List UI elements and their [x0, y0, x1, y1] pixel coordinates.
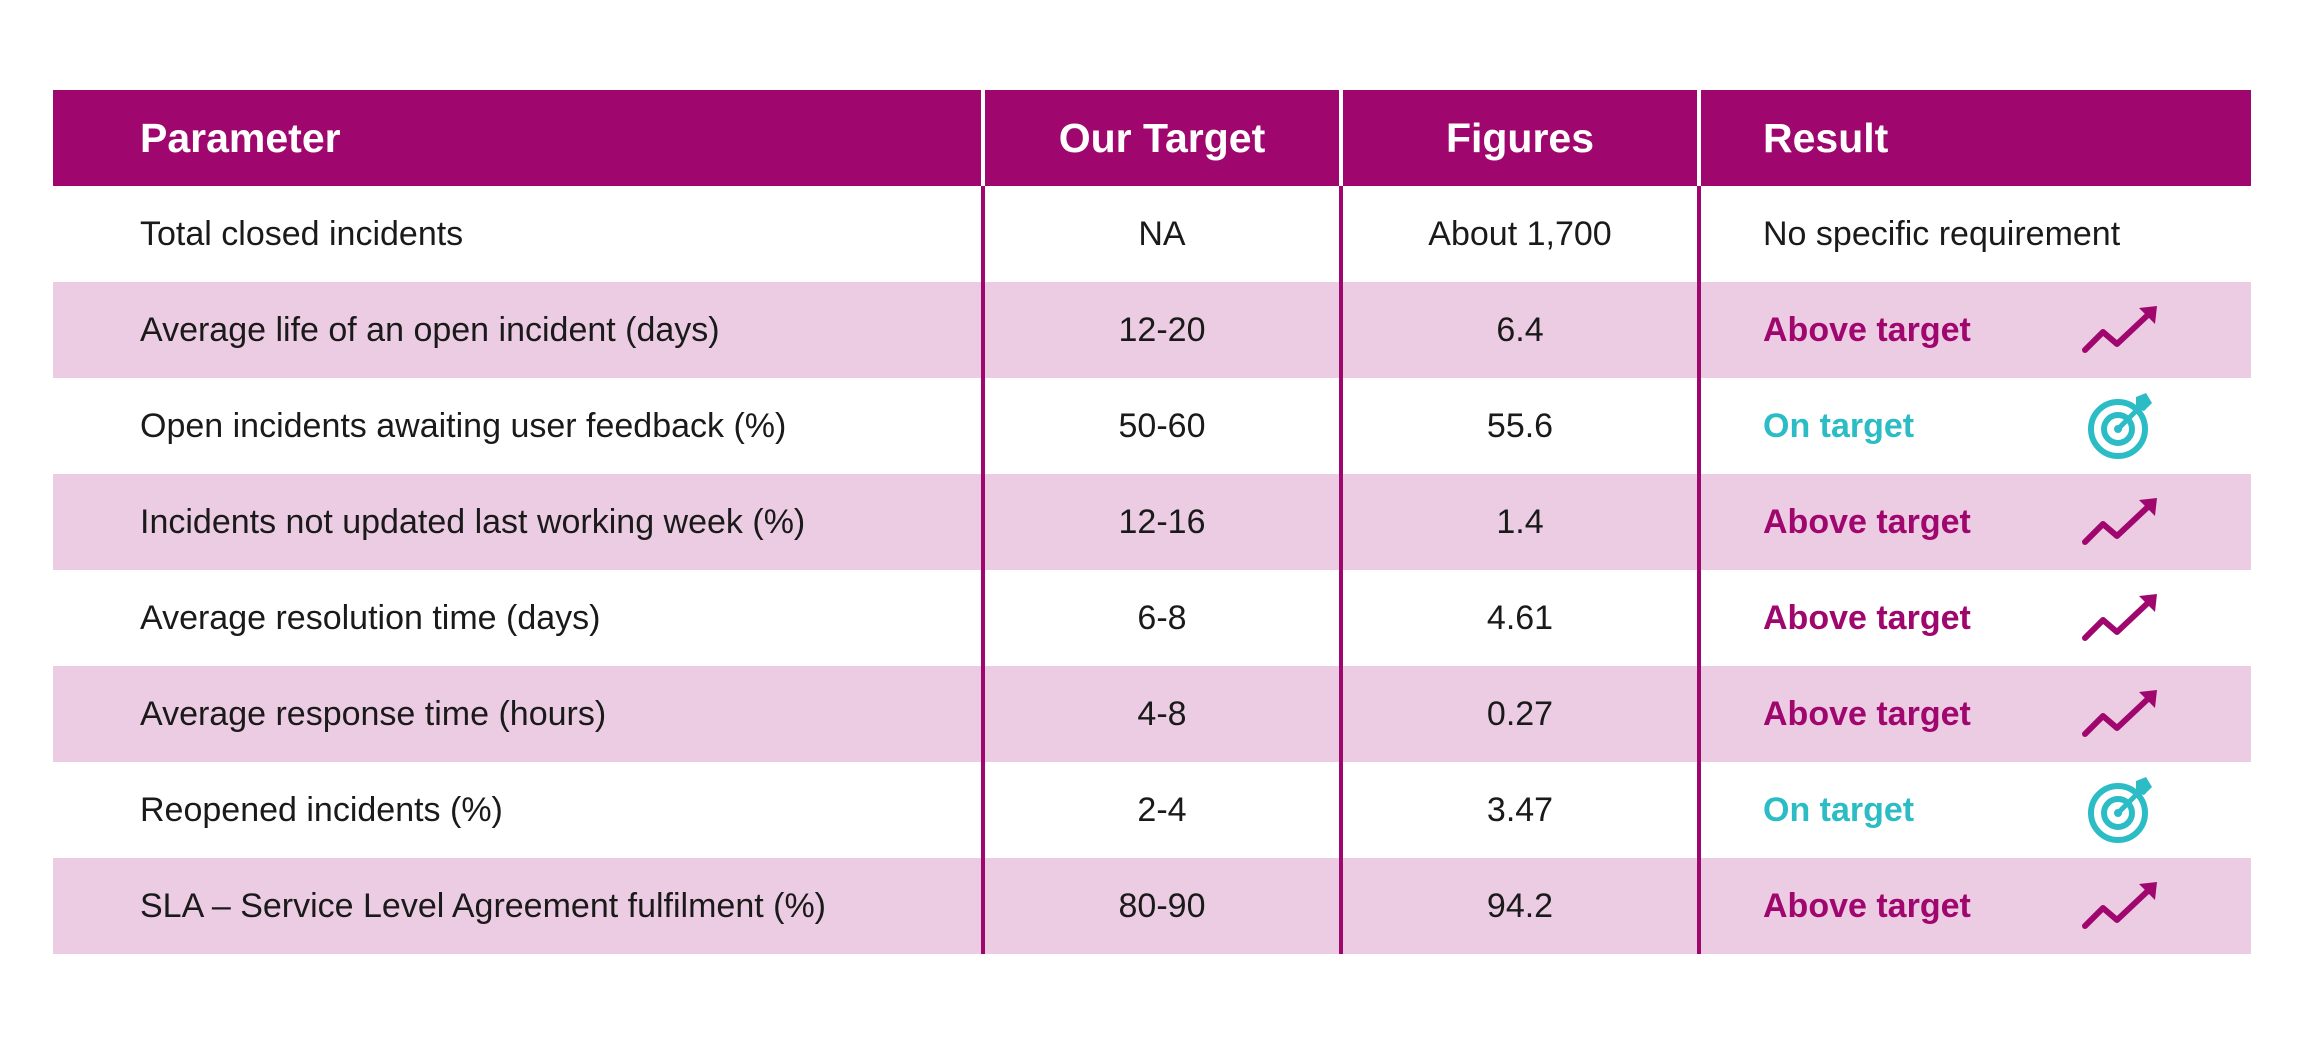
table-row: Average life of an open incident (days) …	[53, 282, 2251, 378]
column-divider	[981, 186, 985, 282]
column-divider	[1697, 858, 1701, 954]
table-row: Average resolution time (days) 6-8 4.61 …	[53, 570, 2251, 666]
result-text: On target	[1763, 790, 1915, 829]
parameter-cell: Reopened incidents (%)	[140, 790, 503, 829]
parameter-cell: Open incidents awaiting user feedback (%…	[140, 406, 787, 445]
target-cell: 12-16	[1118, 502, 1206, 541]
column-divider	[1697, 666, 1701, 762]
parameter-cell: Total closed incidents	[140, 214, 464, 253]
result-cell: Above target	[1701, 282, 2255, 378]
trend-up-icon	[2081, 876, 2161, 936]
target-cell: 80-90	[1118, 886, 1206, 925]
table-row: Incidents not updated last working week …	[53, 474, 2251, 570]
column-divider	[1339, 282, 1343, 378]
header-result: Result	[1763, 114, 1889, 161]
column-divider	[981, 666, 985, 762]
column-divider	[981, 90, 985, 186]
table-header: Parameter Our Target Figures Result	[53, 90, 2251, 186]
trend-up-icon	[2081, 492, 2161, 552]
parameter-cell: SLA – Service Level Agreement fulfilment…	[140, 886, 826, 925]
column-divider	[1697, 186, 1701, 282]
trend-up-icon	[2081, 684, 2161, 744]
result-text: Above target	[1763, 598, 1971, 637]
trend-up-icon	[2081, 300, 2161, 360]
target-icon	[2081, 777, 2161, 843]
target-cell: 2-4	[1137, 790, 1187, 829]
column-divider	[1339, 378, 1343, 474]
column-divider	[981, 762, 985, 858]
trend-up-icon	[2081, 588, 2161, 648]
parameter-cell: Average response time (hours)	[140, 694, 607, 733]
column-divider	[981, 474, 985, 570]
result-text: Above target	[1763, 310, 1971, 349]
figures-cell: 94.2	[1486, 886, 1554, 925]
column-divider	[981, 858, 985, 954]
figures-cell: 6.4	[1496, 310, 1544, 349]
column-divider	[981, 282, 985, 378]
column-divider	[1697, 762, 1701, 858]
result-text: Above target	[1763, 694, 1971, 733]
target-icon	[2081, 393, 2161, 459]
table-row: Open incidents awaiting user feedback (%…	[53, 378, 2251, 474]
table-row: Total closed incidents NA About 1,700 No…	[53, 186, 2251, 282]
column-divider	[1697, 378, 1701, 474]
column-divider	[1697, 282, 1701, 378]
parameter-cell: Average life of an open incident (days)	[140, 310, 720, 349]
figures-cell: 0.27	[1486, 694, 1554, 733]
parameter-cell: Average resolution time (days)	[140, 598, 601, 637]
result-text: Above target	[1763, 502, 1971, 541]
column-divider	[1697, 474, 1701, 570]
target-cell: 50-60	[1118, 406, 1206, 445]
column-divider	[1339, 570, 1343, 666]
result-text: Above target	[1763, 886, 1971, 925]
header-parameter: Parameter	[140, 114, 341, 161]
result-cell: Above target	[1701, 858, 2255, 954]
result-cell: On target	[1701, 762, 2255, 858]
figures-cell: 1.4	[1496, 502, 1544, 541]
column-divider	[981, 378, 985, 474]
column-divider	[1339, 474, 1343, 570]
figures-cell: About 1,700	[1428, 214, 1612, 253]
result-cell: Above target	[1701, 474, 2255, 570]
column-divider	[1339, 90, 1343, 186]
column-divider	[1339, 186, 1343, 282]
column-divider	[1339, 858, 1343, 954]
header-figures: Figures	[1445, 114, 1595, 161]
column-divider	[1697, 570, 1701, 666]
target-cell: 12-20	[1118, 310, 1206, 349]
result-cell: Above target	[1701, 666, 2255, 762]
figures-cell: 4.61	[1486, 598, 1554, 637]
column-divider	[1339, 666, 1343, 762]
result-cell: On target	[1701, 378, 2255, 474]
result-text: On target	[1763, 406, 1915, 445]
result-cell: Above target	[1701, 570, 2255, 666]
header-target: Our Target	[1058, 114, 1266, 161]
target-cell: 4-8	[1137, 694, 1187, 733]
target-cell: 6-8	[1137, 598, 1187, 637]
column-divider	[1697, 90, 1701, 186]
table-row: Average response time (hours) 4-8 0.27 A…	[53, 666, 2251, 762]
table-row: SLA – Service Level Agreement fulfilment…	[53, 858, 2251, 954]
result-text: No specific requirement	[1763, 214, 2121, 253]
kpi-table: Parameter Our Target Figures Result Tota…	[53, 90, 2251, 954]
figures-cell: 3.47	[1486, 790, 1554, 829]
column-divider	[1339, 762, 1343, 858]
figures-cell: 55.6	[1486, 406, 1554, 445]
table-row: Reopened incidents (%) 2-4 3.47 On targe…	[53, 762, 2251, 858]
parameter-cell: Incidents not updated last working week …	[140, 502, 806, 541]
column-divider	[981, 570, 985, 666]
target-cell: NA	[1138, 214, 1186, 253]
result-cell: No specific requirement	[1701, 186, 2255, 282]
